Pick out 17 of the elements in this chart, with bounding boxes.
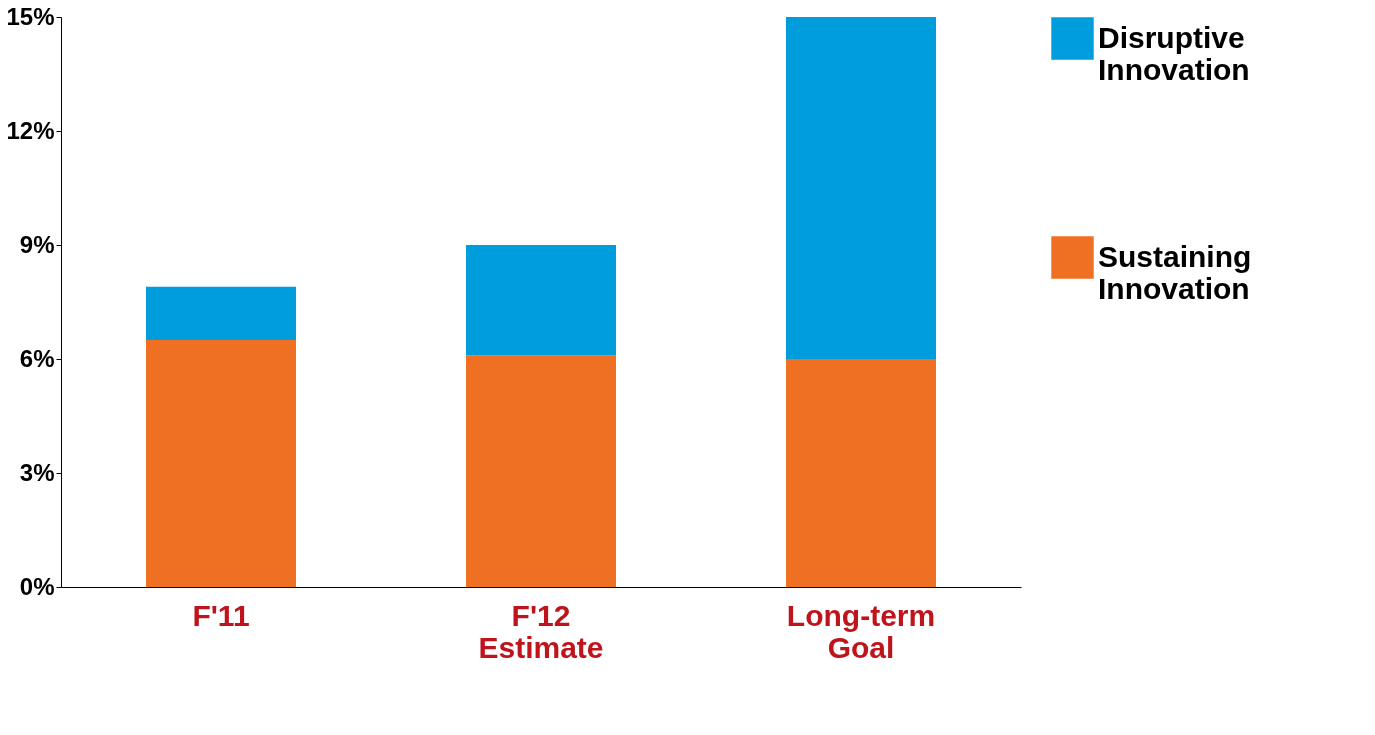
bar (786, 17, 936, 359)
bar (466, 245, 616, 356)
y-tick-label: 9% (19, 230, 55, 258)
bar (146, 340, 296, 587)
x-tick-label: F'11 (192, 598, 250, 632)
y-tick-label: 12% (6, 116, 55, 144)
bar (786, 359, 936, 587)
y-tick-label: 6% (19, 344, 55, 372)
legend-label: Sustaining Innovation (1098, 239, 1252, 305)
legend-label: Disruptive Innovation (1098, 20, 1250, 86)
y-tick-label: 15% (6, 2, 55, 30)
y-tick-label: 3% (19, 458, 55, 486)
bar (146, 286, 296, 340)
y-tick-label: 0% (19, 572, 55, 600)
bar (466, 355, 616, 587)
x-tick-label: F'12 Estimate (478, 598, 604, 664)
x-tick-label: Long-term Goal (786, 598, 936, 664)
